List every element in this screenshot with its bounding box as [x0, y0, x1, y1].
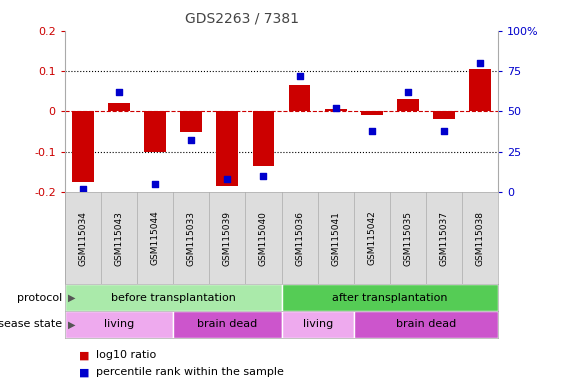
Text: percentile rank within the sample: percentile rank within the sample: [96, 367, 284, 377]
Bar: [108, 103, 129, 111]
Text: protocol: protocol: [17, 293, 62, 303]
Text: GDS2263 / 7381: GDS2263 / 7381: [185, 12, 299, 25]
Text: living: living: [302, 319, 333, 329]
Bar: [361, 111, 383, 115]
Text: GSM115034: GSM115034: [78, 211, 87, 265]
Text: disease state: disease state: [0, 319, 62, 329]
Text: GSM115043: GSM115043: [114, 211, 123, 265]
Point: [150, 181, 159, 187]
Text: GSM115044: GSM115044: [150, 211, 159, 265]
Bar: [65, 311, 173, 338]
Text: GSM115041: GSM115041: [331, 211, 340, 265]
Point: [78, 186, 87, 192]
Text: ▶: ▶: [68, 293, 75, 303]
Bar: [325, 109, 347, 111]
Bar: [144, 111, 166, 152]
Text: after transplantation: after transplantation: [332, 293, 448, 303]
Bar: [282, 311, 354, 338]
Text: ▶: ▶: [68, 319, 75, 329]
Point: [367, 127, 376, 134]
Bar: [216, 111, 238, 186]
Text: ■: ■: [79, 350, 90, 360]
Text: brain dead: brain dead: [197, 319, 257, 329]
Text: GSM115042: GSM115042: [367, 211, 376, 265]
Text: living: living: [104, 319, 134, 329]
Bar: [470, 69, 491, 111]
Text: ■: ■: [79, 367, 90, 377]
Text: GSM115038: GSM115038: [476, 210, 485, 266]
Bar: [397, 99, 419, 111]
Bar: [72, 111, 93, 182]
Bar: [180, 111, 202, 131]
Text: before transplantation: before transplantation: [111, 293, 235, 303]
Point: [440, 127, 449, 134]
Bar: [253, 111, 274, 166]
Text: GSM115039: GSM115039: [223, 210, 232, 266]
Text: GSM115033: GSM115033: [187, 210, 196, 266]
Text: GSM115040: GSM115040: [259, 211, 268, 265]
Text: brain dead: brain dead: [396, 319, 456, 329]
Point: [476, 60, 485, 66]
Text: GSM115035: GSM115035: [404, 210, 413, 266]
Point: [114, 89, 123, 95]
Text: GSM115036: GSM115036: [295, 210, 304, 266]
Bar: [354, 311, 498, 338]
Point: [331, 105, 340, 111]
Bar: [65, 284, 282, 311]
Point: [187, 137, 196, 144]
Bar: [434, 111, 455, 119]
Point: [404, 89, 413, 95]
Bar: [289, 85, 310, 111]
Point: [295, 73, 304, 79]
Point: [259, 173, 268, 179]
Bar: [173, 311, 282, 338]
Bar: [282, 284, 498, 311]
Text: log10 ratio: log10 ratio: [96, 350, 156, 360]
Point: [223, 176, 232, 182]
Text: GSM115037: GSM115037: [440, 210, 449, 266]
